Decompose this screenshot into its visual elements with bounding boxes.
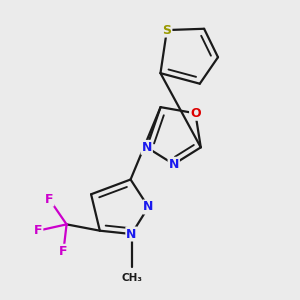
- Text: O: O: [190, 107, 201, 120]
- Text: N: N: [126, 227, 137, 241]
- Text: N: N: [169, 158, 179, 171]
- Text: F: F: [45, 193, 53, 206]
- Text: CH₃: CH₃: [121, 273, 142, 283]
- Text: S: S: [162, 24, 171, 37]
- Text: N: N: [142, 141, 152, 154]
- Text: F: F: [34, 224, 42, 237]
- Text: N: N: [143, 200, 154, 214]
- Text: F: F: [59, 245, 68, 258]
